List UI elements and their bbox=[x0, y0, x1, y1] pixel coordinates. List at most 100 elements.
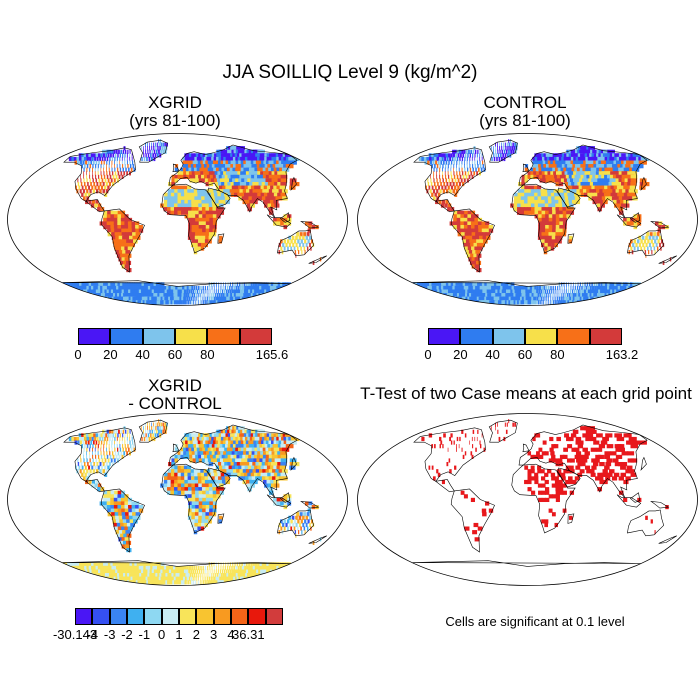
grid-cell bbox=[88, 479, 92, 485]
grid-cell bbox=[194, 296, 196, 301]
grid-cell bbox=[468, 174, 471, 180]
grid-cell bbox=[148, 282, 154, 287]
grid-cell bbox=[552, 153, 558, 158]
grid-cell bbox=[211, 156, 217, 162]
grid-cell bbox=[147, 433, 150, 438]
grid-cell bbox=[103, 167, 105, 172]
grid-cell bbox=[229, 285, 231, 291]
grid-cell bbox=[208, 483, 214, 488]
grid-cell bbox=[319, 257, 322, 262]
grid-cell bbox=[270, 472, 277, 477]
grid-cell bbox=[155, 562, 160, 567]
grid-cell bbox=[202, 508, 207, 513]
grid-cell bbox=[623, 199, 629, 205]
grid-cell bbox=[147, 422, 148, 427]
grid-cell bbox=[104, 149, 107, 154]
grid-cell bbox=[555, 289, 557, 294]
grid-cell bbox=[611, 196, 618, 201]
grid-cell bbox=[95, 440, 98, 445]
grid-cell bbox=[540, 242, 545, 248]
grid-cell bbox=[221, 174, 227, 180]
grid-cell bbox=[591, 185, 597, 190]
grid-cell bbox=[477, 221, 483, 226]
grid-cell bbox=[555, 232, 560, 237]
grid-cell bbox=[319, 537, 322, 542]
grid-cell bbox=[114, 433, 117, 438]
coastline bbox=[100, 208, 145, 273]
grid-cell bbox=[121, 156, 123, 162]
grid-cell bbox=[610, 289, 615, 294]
grid-cell bbox=[576, 178, 582, 183]
grid-cell bbox=[442, 296, 452, 301]
grid-cell bbox=[175, 300, 179, 305]
grid-cell bbox=[448, 153, 451, 158]
grid-cell bbox=[288, 242, 291, 248]
grid-cell bbox=[300, 526, 302, 531]
grid-cell bbox=[190, 440, 194, 445]
grid-cell bbox=[81, 185, 84, 190]
grid-cell bbox=[558, 239, 562, 244]
grid-cell bbox=[446, 181, 449, 187]
grid-cell bbox=[535, 296, 537, 301]
grid-cell bbox=[109, 436, 111, 442]
grid-cell bbox=[260, 472, 266, 477]
grid-cell bbox=[163, 565, 168, 571]
grid-cell bbox=[266, 479, 272, 485]
grid-cell bbox=[224, 476, 230, 481]
grid-cell bbox=[80, 178, 82, 183]
grid-cell bbox=[527, 199, 532, 205]
grid-cell bbox=[270, 192, 277, 197]
grid-cell bbox=[232, 562, 234, 567]
grid-cell bbox=[430, 174, 431, 180]
grid-cell bbox=[215, 576, 218, 581]
grid-cell bbox=[209, 214, 214, 219]
grid-cell bbox=[100, 300, 110, 305]
grid-cell bbox=[184, 210, 189, 215]
coastline bbox=[300, 220, 320, 229]
grid-cell bbox=[198, 519, 202, 524]
grid-cell bbox=[450, 300, 460, 305]
grid-cell bbox=[116, 440, 118, 445]
grid-cell bbox=[117, 246, 123, 251]
grid-cell bbox=[278, 476, 285, 481]
grid-cell bbox=[152, 565, 157, 571]
grid-cell bbox=[557, 196, 563, 201]
grid-cell bbox=[110, 210, 115, 215]
grid-cell bbox=[184, 483, 189, 488]
grid-cell bbox=[255, 181, 262, 187]
grid-cell bbox=[522, 300, 525, 305]
grid-cell bbox=[551, 232, 556, 237]
grid-cell bbox=[83, 174, 85, 180]
grid-cell bbox=[231, 289, 234, 294]
grid-cell bbox=[122, 260, 129, 266]
grid-cell bbox=[292, 522, 295, 528]
grid-cell bbox=[544, 192, 549, 197]
grid-cell bbox=[541, 221, 546, 226]
grid-cell bbox=[80, 458, 82, 463]
grid-cell bbox=[557, 289, 559, 294]
grid-cell bbox=[620, 203, 626, 208]
grid-cell bbox=[228, 185, 234, 190]
grid-cell bbox=[630, 181, 637, 187]
grid-cell bbox=[180, 192, 185, 197]
grid-cell bbox=[252, 199, 258, 205]
grid-cell bbox=[100, 171, 102, 176]
grid-cell bbox=[103, 217, 108, 223]
grid-cell bbox=[219, 458, 225, 463]
grid-cell bbox=[204, 476, 209, 481]
grid-cell bbox=[83, 458, 85, 463]
grid-cell bbox=[114, 228, 119, 233]
grid-cell bbox=[163, 146, 166, 151]
grid-cell bbox=[482, 160, 484, 165]
grid-cell bbox=[436, 171, 437, 176]
grid-cell bbox=[537, 207, 543, 212]
grid-cell bbox=[187, 196, 192, 201]
grid-cell bbox=[457, 210, 461, 215]
grid-cell bbox=[462, 239, 468, 244]
grid-cell bbox=[84, 164, 86, 169]
grid-cell bbox=[224, 174, 230, 180]
grid-cell bbox=[296, 246, 299, 251]
grid-cell bbox=[195, 293, 197, 298]
grid-cell bbox=[598, 196, 604, 201]
grid-cell bbox=[301, 250, 303, 255]
